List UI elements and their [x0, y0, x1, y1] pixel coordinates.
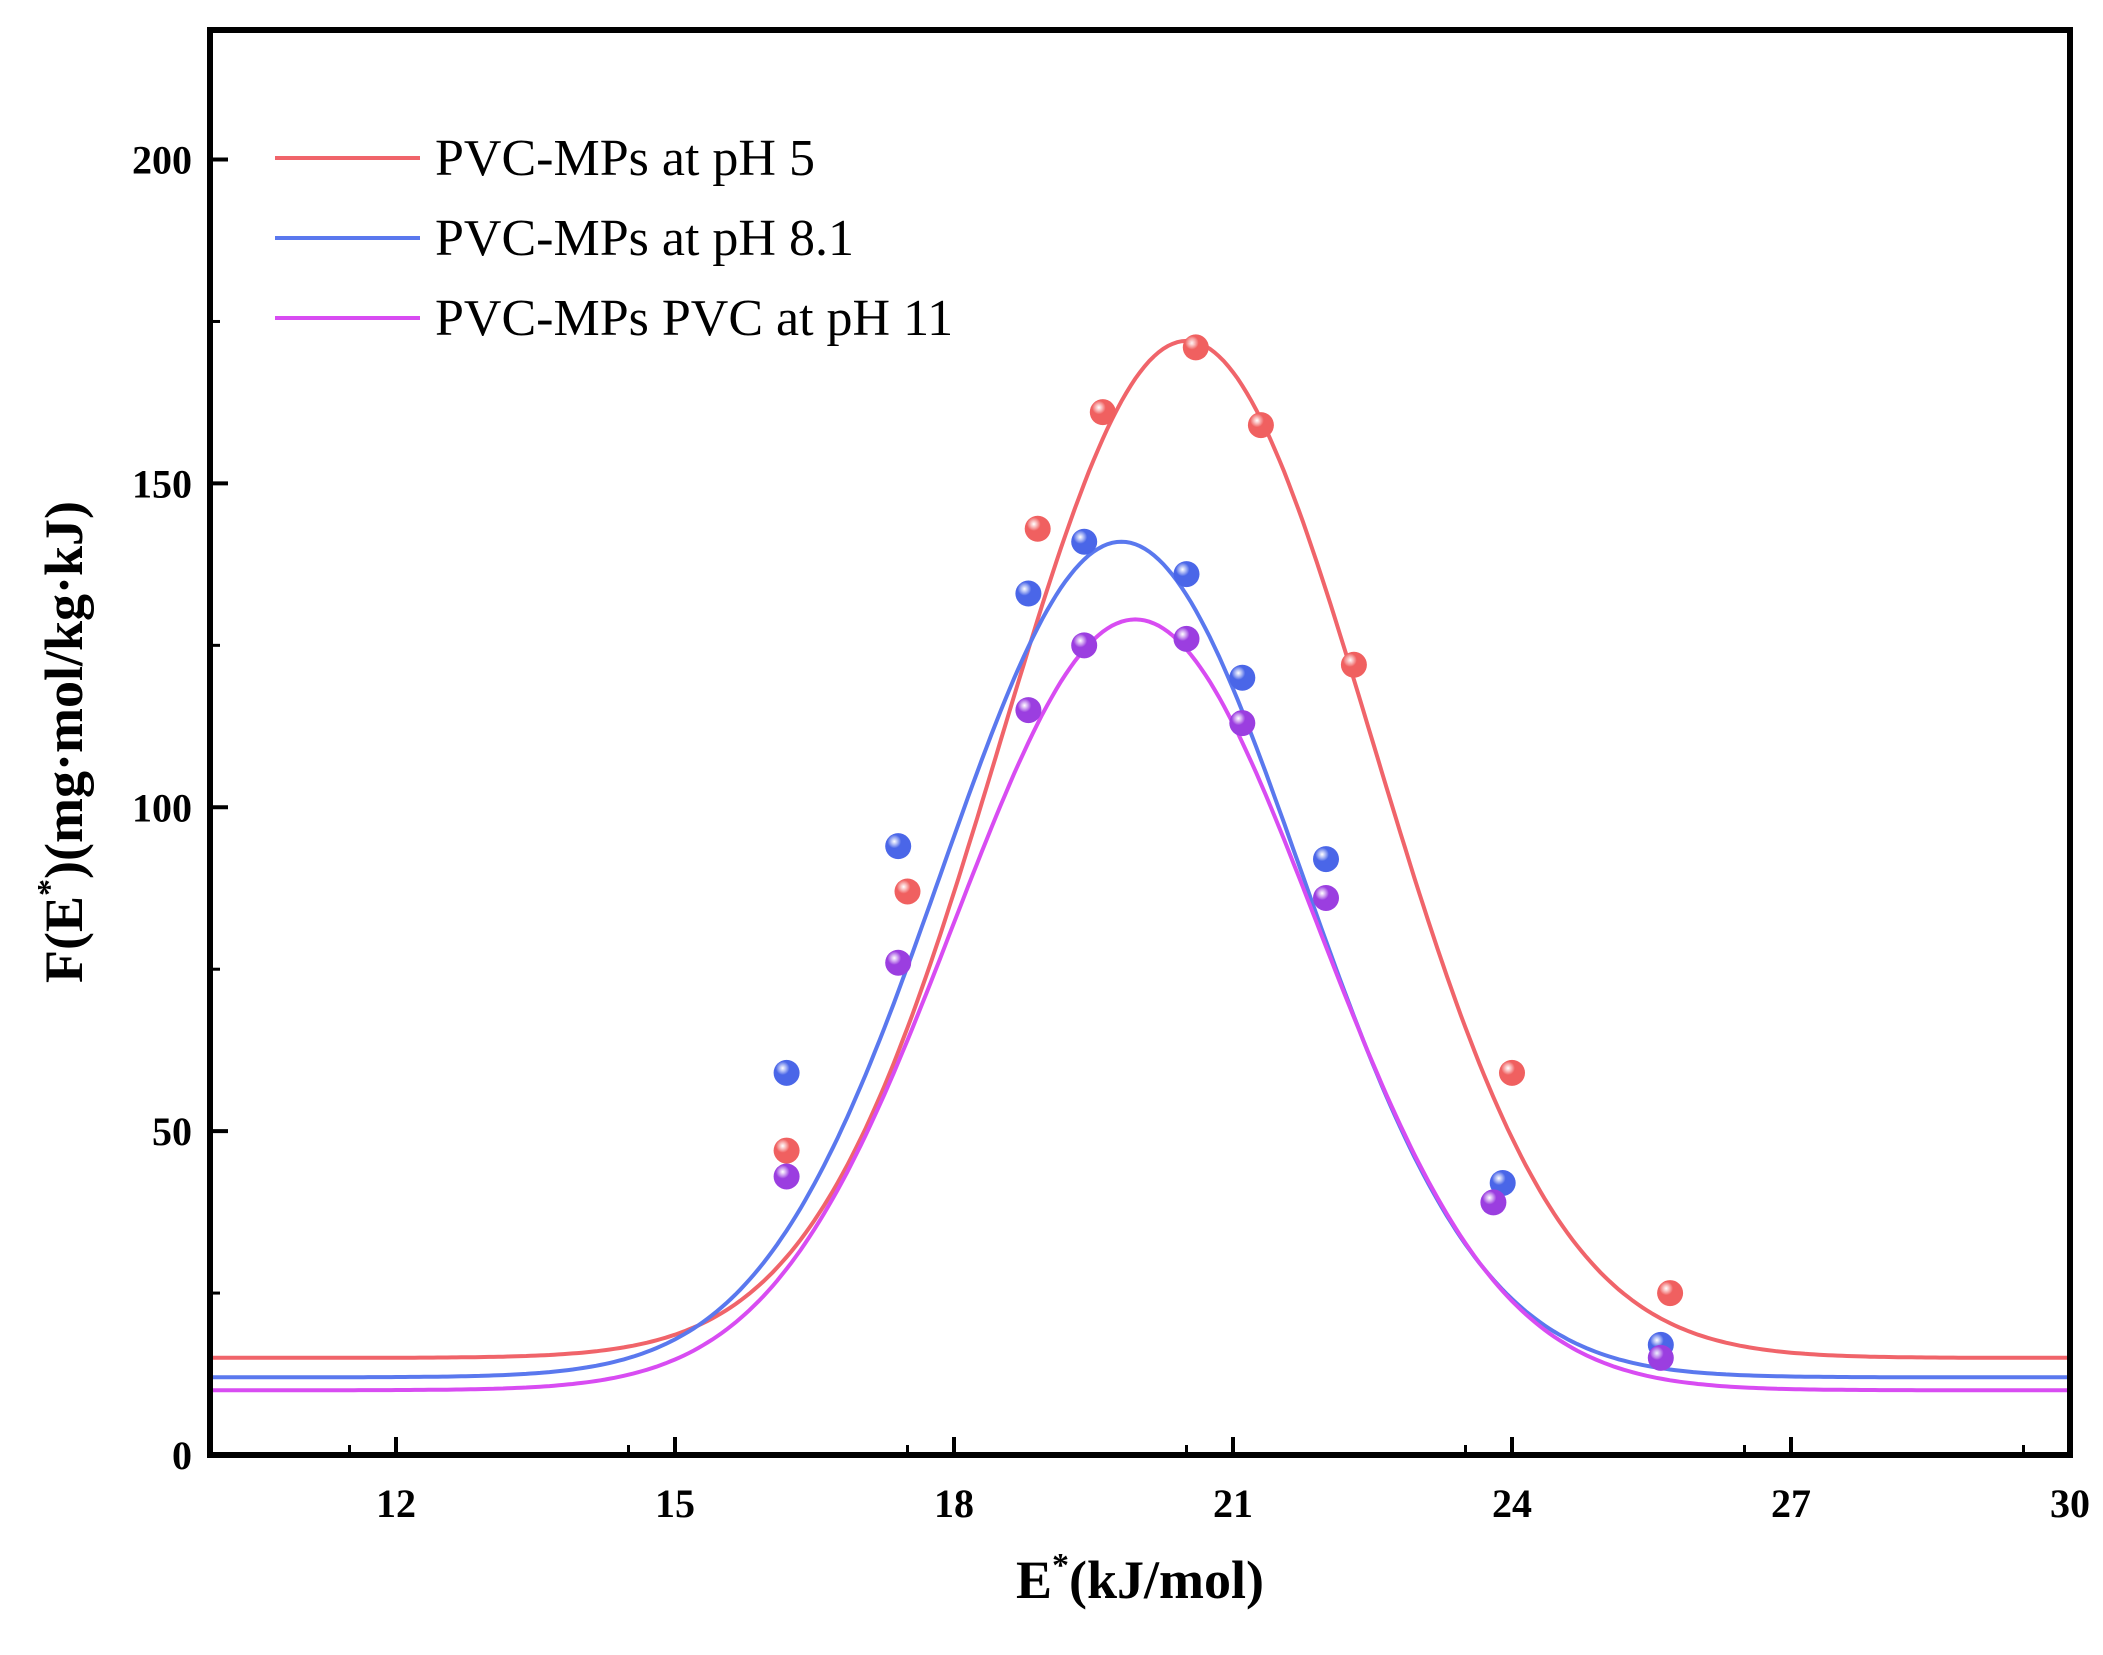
data-point: [885, 833, 912, 860]
legend-item: PVC-MPs at pH 5: [275, 130, 815, 187]
x-tick-label: 27: [1771, 1481, 1811, 1526]
data-point: [1071, 528, 1098, 555]
data-point: [1173, 561, 1200, 588]
data-point: [1089, 399, 1116, 426]
legend-label: PVC-MPs at pH 8.1: [435, 210, 854, 267]
x-tick-label: 18: [934, 1481, 974, 1526]
x-tick-label: 30: [2050, 1481, 2090, 1526]
y-tick-label: 50: [152, 1109, 192, 1154]
data-point: [1313, 846, 1339, 873]
data-point: [1229, 710, 1256, 737]
x-tick-label: 12: [376, 1481, 416, 1526]
series-line-2: [210, 539, 2070, 1380]
data-point: [1489, 1169, 1516, 1196]
data-point: [1657, 1280, 1684, 1307]
x-axis-title: E*(kJ/mol): [1016, 1547, 1264, 1610]
data-point: [1071, 632, 1098, 659]
data-point: [885, 949, 912, 976]
series-3: [210, 617, 2070, 1393]
series-1: [210, 334, 2070, 1360]
data-point: [894, 878, 921, 905]
data-point: [1313, 884, 1339, 911]
x-tick-label: 15: [655, 1481, 695, 1526]
data-point: [773, 1059, 800, 1086]
legend: PVC-MPs at pH 5 PVC-MPs at pH 8.1 PVC-MPs …: [275, 130, 953, 347]
y-axis-title: F(E*)(mg·mol/kg·kJ): [31, 501, 94, 983]
series-line-3: [210, 617, 2070, 1393]
data-point: [1024, 515, 1051, 542]
data-point: [773, 1137, 800, 1164]
data-point: [1647, 1344, 1674, 1371]
data-point: [1015, 697, 1042, 724]
data-point: [1499, 1059, 1525, 1086]
data-point: [1247, 412, 1274, 439]
data-point: [1182, 334, 1209, 361]
y-tick-label: 150: [132, 461, 192, 506]
data-point: [773, 1163, 800, 1190]
legend-label: PVC-MPs PVC at pH 11: [435, 290, 953, 347]
data-point: [1173, 625, 1200, 652]
series-line-1: [210, 338, 2070, 1360]
data-point: [1229, 664, 1256, 691]
plot-frame: [207, 27, 2073, 1458]
y-tick-label: 100: [132, 785, 192, 830]
data-point: [1480, 1189, 1507, 1216]
series-layer: [210, 334, 2070, 1393]
legend-label: PVC-MPs at pH 5: [435, 130, 815, 187]
x-tick-label: 21: [1213, 1481, 1253, 1526]
legend-item: PVC-MPs PVC at pH 11: [275, 290, 953, 347]
axis-ticks: 12 15 18 21 24 27 30 0 50 100 150 200: [132, 138, 2090, 1526]
y-tick-label: 200: [132, 138, 192, 183]
data-point: [1015, 580, 1042, 607]
x-tick-label: 24: [1492, 1481, 1532, 1526]
data-point: [1340, 651, 1367, 678]
y-tick-label: 0: [172, 1433, 192, 1478]
legend-item: PVC-MPs at pH 8.1: [275, 210, 854, 267]
